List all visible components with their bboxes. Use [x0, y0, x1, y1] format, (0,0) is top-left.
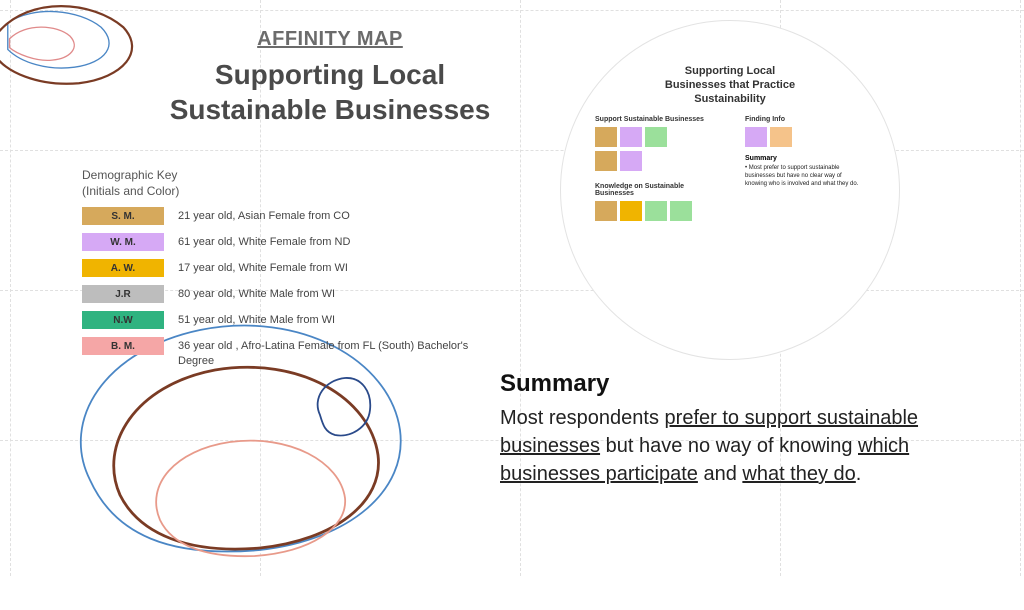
- sticky-note: [645, 201, 667, 221]
- summary-heading: Summary: [500, 370, 1010, 398]
- sticky-note: [620, 201, 642, 221]
- detail-subhead: Knowledge on Sustainable Businesses: [595, 183, 715, 197]
- sticky-row: [595, 127, 715, 147]
- sticky-note: [620, 127, 642, 147]
- sticky-note: [745, 127, 767, 147]
- demographic-key-row: S. M. 21 year old, Asian Female from CO: [82, 207, 482, 225]
- decorative-blob-top-left: [0, 0, 150, 100]
- demographic-key-row: J.R 80 year old, White Male from WI: [82, 285, 482, 303]
- demographic-key-row: B. M. 36 year old , Afro-Latina Female fr…: [82, 337, 482, 369]
- sticky-note: [670, 201, 692, 221]
- demographic-key-row: A. W. 17 year old, White Female from WI: [82, 259, 482, 277]
- sticky-row: [595, 201, 715, 221]
- detail-summary: Summary • Most prefer to support sustain…: [745, 155, 865, 188]
- main-title: Supporting Local Sustainable Businesses: [140, 57, 520, 127]
- title-line-1: Supporting Local: [215, 59, 445, 90]
- detail-col-right: Finding Info Summary • Most prefer to su…: [745, 116, 865, 225]
- detail-subhead: Support Sustainable Businesses: [595, 116, 715, 123]
- summary-body: Most respondents prefer to support susta…: [500, 404, 1010, 488]
- detail-subhead: Finding Info: [745, 116, 865, 123]
- sticky-row: [595, 151, 715, 171]
- summary-block: Summary Most respondents prefer to suppo…: [500, 370, 1010, 488]
- demographic-desc: 61 year old, White Female from ND: [178, 233, 350, 250]
- demographic-key: Demographic Key (Initials and Color) S. …: [82, 168, 482, 377]
- sticky-note: [595, 127, 617, 147]
- demographic-desc: 21 year old, Asian Female from CO: [178, 207, 350, 224]
- demographic-key-row: W. M. 61 year old, White Female from ND: [82, 233, 482, 251]
- sticky-note: [620, 151, 642, 171]
- demographic-swatch: B. M.: [82, 337, 164, 355]
- header-block: AFFINITY MAP Supporting Local Sustainabl…: [140, 28, 520, 127]
- affinity-map-detail: Supporting Local Businesses that Practic…: [560, 20, 900, 360]
- affinity-map-label: AFFINITY MAP: [140, 28, 520, 51]
- sticky-row: [745, 127, 865, 147]
- demographic-swatch: N.W: [82, 311, 164, 329]
- detail-title: Supporting Local Businesses that Practic…: [595, 65, 865, 106]
- sticky-note: [770, 127, 792, 147]
- demographic-desc: 17 year old, White Female from WI: [178, 259, 348, 276]
- demographic-swatch: S. M.: [82, 207, 164, 225]
- detail-summary-heading: Summary: [745, 155, 865, 162]
- demographic-swatch: J.R: [82, 285, 164, 303]
- detail-col-left: Support Sustainable Businesses Knowledge…: [595, 116, 715, 225]
- title-line-2: Sustainable Businesses: [170, 94, 491, 125]
- demographic-key-row: N.W 51 year old, White Male from WI: [82, 311, 482, 329]
- sticky-note: [595, 201, 617, 221]
- demographic-desc: 80 year old, White Male from WI: [178, 285, 335, 302]
- sticky-note: [645, 127, 667, 147]
- detail-summary-body: • Most prefer to support sustainable bus…: [745, 165, 865, 188]
- sticky-note: [595, 151, 617, 171]
- demographic-swatch: W. M.: [82, 233, 164, 251]
- demographic-swatch: A. W.: [82, 259, 164, 277]
- demographic-desc: 51 year old, White Male from WI: [178, 311, 335, 328]
- demographic-key-heading: Demographic Key (Initials and Color): [82, 168, 482, 199]
- demographic-desc: 36 year old , Afro-Latina Female from FL…: [178, 337, 482, 369]
